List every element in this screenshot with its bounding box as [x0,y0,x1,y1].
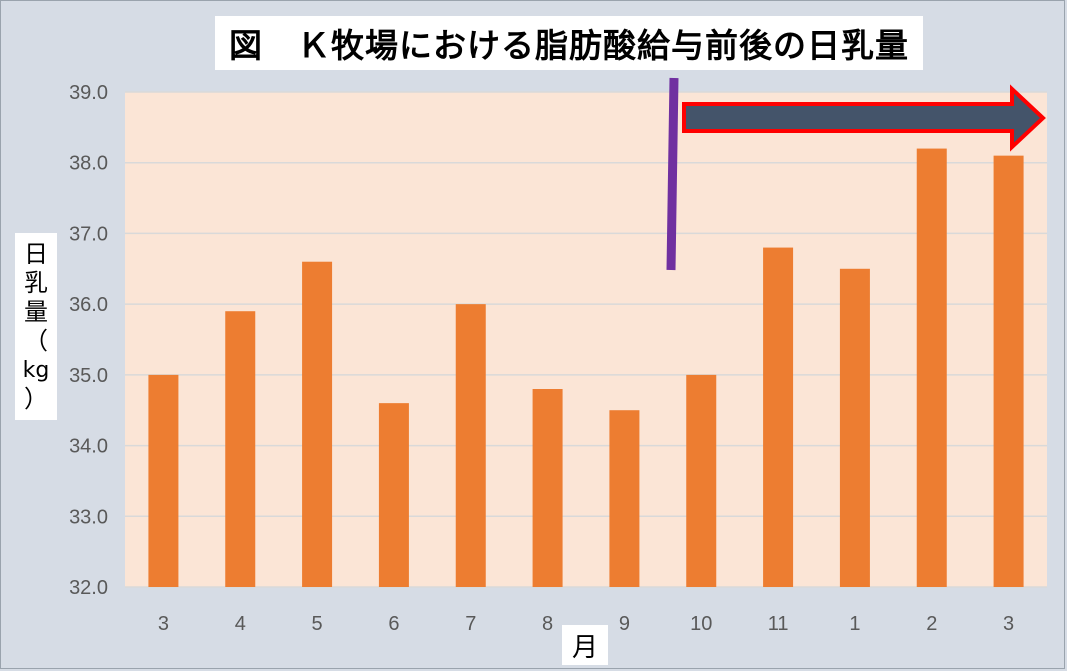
bar [839,268,870,587]
x-axis-ticks: 3 4 5 6 7 8 9 10 11 1 2 3 [158,613,1014,635]
y-axis-title-char: 量 [24,297,48,326]
y-tick-label: 38.0 [69,153,108,175]
bar [455,304,486,587]
annotations [666,77,1046,271]
bar [686,374,717,587]
x-tick-label: 3 [1003,613,1014,635]
y-tick-label: 32.0 [69,577,108,599]
y-tick-label: 33.0 [69,506,108,528]
x-tick-label: 9 [619,613,630,635]
bar [763,247,794,588]
y-axis-ticks: 32.0 33.0 34.0 35.0 36.0 37.0 38.0 39.0 [69,82,108,599]
x-tick-label: 6 [388,613,399,635]
bar [378,403,409,587]
x-tick-label: 8 [542,613,553,635]
y-axis-title-char: 乳 [24,268,48,297]
x-tick-label: 10 [690,613,712,635]
plot-area [125,92,1047,587]
x-tick-label: 2 [926,613,937,635]
bar [148,374,179,587]
bars [148,148,1024,588]
x-tick-label: 7 [465,613,476,635]
bar [532,389,563,587]
bar [225,311,256,587]
y-axis-title: 日乳量（kg） [15,233,57,420]
y-axis-title-char: kg [22,357,50,383]
x-tick-label: 5 [312,613,323,635]
chart-title: 図 Ｋ牧場における脂肪酸給与前後の日乳量 [215,16,923,70]
y-tick-label: 35.0 [69,365,108,387]
y-axis-title-char: （ [24,326,48,355]
divider-line [666,77,679,271]
x-axis-title: 月 [562,625,608,665]
y-tick-label: 39.0 [69,82,108,104]
right-arrow [682,84,1046,152]
bar [993,155,1024,587]
y-tick-label: 34.0 [69,436,108,458]
bar [302,261,333,587]
y-axis-title-char: ） [24,384,48,413]
x-tick-label: 11 [768,613,789,635]
x-tick-label: 3 [158,613,169,635]
y-tick-label: 37.0 [69,223,108,245]
x-tick-label: 4 [235,613,246,635]
gridlines [125,91,1047,588]
bar [609,410,640,587]
bar [916,148,947,588]
x-tick-label: 1 [849,613,860,635]
y-axis-title-char: 日 [24,239,48,268]
y-tick-label: 36.0 [69,294,108,316]
